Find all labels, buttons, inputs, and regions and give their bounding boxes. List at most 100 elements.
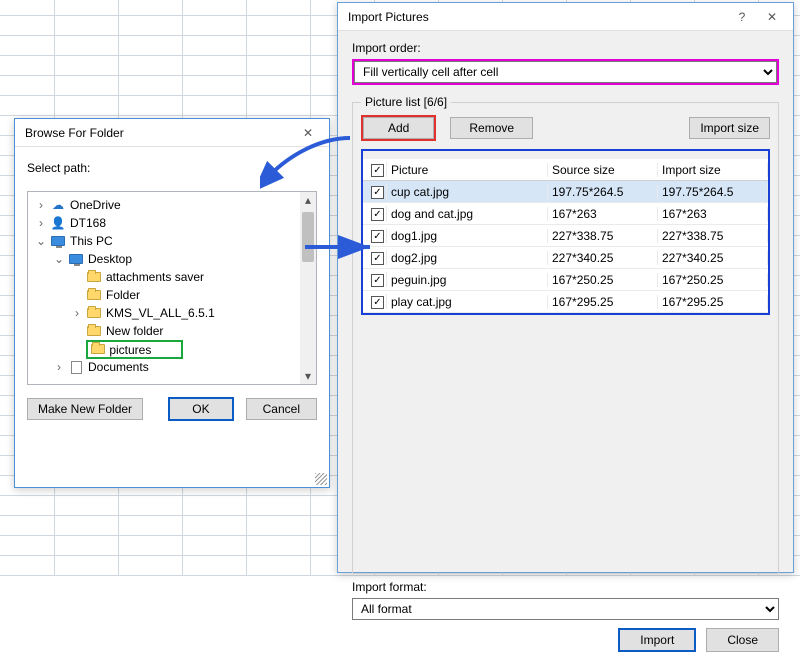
monitor-icon (50, 234, 66, 248)
tree-label: KMS_VL_ALL_6.5.1 (106, 306, 215, 320)
cell-picture: dog and cat.jpg (387, 207, 548, 221)
titlebar[interactable]: Import Pictures ? ✕ (338, 3, 793, 31)
scroll-up-icon[interactable]: ▴ (300, 192, 316, 208)
tree-item[interactable]: ⌄Desktop (30, 250, 314, 268)
col-picture[interactable]: Picture (387, 163, 548, 177)
browse-for-folder-dialog: Browse For Folder ✕ Select path: › ☁ OneDr… (14, 118, 330, 488)
table-body: ✓cup cat.jpg197.75*264.5197.75*264.5✓dog… (363, 181, 768, 313)
expand-icon[interactable]: ⌄ (36, 234, 46, 248)
expand-icon[interactable]: › (72, 306, 82, 320)
expand-icon[interactable]: › (36, 216, 46, 230)
table-empty-area (361, 315, 770, 565)
highlight-selected-folder: pictures (86, 340, 183, 359)
picture-list-group: Picture list [6/6] Add Remove Import siz… (352, 95, 779, 574)
cell-import-size: 167*250.25 (658, 273, 768, 287)
tree-item[interactable]: attachments saver (30, 268, 314, 286)
tree-label: OneDrive (70, 198, 121, 212)
cell-picture: cup cat.jpg (387, 185, 548, 199)
scroll-down-icon[interactable]: ▾ (300, 368, 316, 384)
import-order-select[interactable]: Fill vertically cell after cell (354, 61, 777, 83)
col-source-size[interactable]: Source size (548, 163, 658, 177)
row-checkbox[interactable]: ✓ (371, 274, 384, 287)
row-checkbox[interactable]: ✓ (371, 252, 384, 265)
close-icon[interactable]: ✕ (757, 6, 787, 28)
header-checkbox[interactable]: ✓ (371, 164, 384, 177)
titlebar[interactable]: Browse For Folder ✕ (15, 119, 329, 147)
remove-button[interactable]: Remove (450, 117, 533, 139)
tree-label: DT168 (70, 216, 106, 230)
cell-import-size: 227*338.75 (658, 229, 768, 243)
tree-item[interactable]: pictures (30, 340, 314, 358)
folder-icon (90, 342, 106, 356)
cell-picture: dog1.jpg (387, 229, 548, 243)
import-format-label: Import format: (352, 580, 779, 594)
tree-item[interactable]: ⌄ This PC (30, 232, 314, 250)
tree-label: This PC (70, 234, 113, 248)
import-format-select[interactable]: All format (352, 598, 779, 620)
row-checkbox[interactable]: ✓ (371, 208, 384, 221)
folder-icon (86, 306, 102, 320)
scrollbar[interactable]: ▴ ▾ (300, 192, 316, 384)
tree-item[interactable]: Folder (30, 286, 314, 304)
cell-source-size: 227*340.25 (548, 251, 658, 265)
cancel-button[interactable]: Cancel (246, 398, 317, 420)
cell-source-size: 167*295.25 (548, 295, 658, 309)
tree-item[interactable]: › 👤 DT168 (30, 214, 314, 232)
folder-icon (86, 288, 102, 302)
row-checkbox[interactable]: ✓ (371, 296, 384, 309)
monitor-icon (68, 252, 84, 266)
folder-tree[interactable]: › ☁ OneDrive › 👤 DT168 ⌄ This PC ⌄Desktop attachm… (27, 191, 317, 385)
cell-import-size: 197.75*264.5 (658, 185, 768, 199)
table-row[interactable]: ✓dog2.jpg227*340.25227*340.25 (363, 247, 768, 269)
tree-label: Documents (88, 360, 149, 374)
picture-list-legend: Picture list [6/6] (361, 95, 451, 109)
row-checkbox[interactable]: ✓ (371, 230, 384, 243)
close-icon[interactable]: ✕ (293, 122, 323, 144)
cell-import-size: 227*340.25 (658, 251, 768, 265)
import-size-button[interactable]: Import size (689, 117, 770, 139)
cell-source-size: 167*250.25 (548, 273, 658, 287)
picture-table: ✓ Picture Source size Import size ✓cup c… (363, 159, 768, 313)
row-checkbox[interactable]: ✓ (371, 186, 384, 199)
close-button[interactable]: Close (706, 628, 779, 652)
col-import-size[interactable]: Import size (658, 163, 768, 177)
table-row[interactable]: ✓peguin.jpg167*250.25167*250.25 (363, 269, 768, 291)
document-icon (68, 360, 84, 374)
table-header: ✓ Picture Source size Import size (363, 159, 768, 181)
import-pictures-dialog: Import Pictures ? ✕ Import order: Fill v… (337, 2, 794, 573)
tree-item[interactable]: › ☁ OneDrive (30, 196, 314, 214)
make-new-folder-button[interactable]: Make New Folder (27, 398, 143, 420)
select-path-label: Select path: (27, 161, 317, 175)
tree-item[interactable]: New folder (30, 322, 314, 340)
resize-grip[interactable] (315, 473, 327, 485)
cloud-icon: ☁ (50, 198, 66, 212)
cell-source-size: 227*338.75 (548, 229, 658, 243)
tree-item[interactable]: › Documents (30, 358, 314, 376)
folder-icon (86, 270, 102, 284)
user-icon: 👤 (50, 216, 66, 230)
table-row[interactable]: ✓cup cat.jpg197.75*264.5197.75*264.5 (363, 181, 768, 203)
cell-picture: play cat.jpg (387, 295, 548, 309)
cell-import-size: 167*263 (658, 207, 768, 221)
expand-icon[interactable]: › (54, 360, 64, 374)
dialog-title: Import Pictures (348, 10, 727, 24)
import-button[interactable]: Import (618, 628, 696, 652)
expand-icon[interactable]: ⌄ (54, 252, 64, 266)
highlight-table: ✓ Picture Source size Import size ✓cup c… (361, 149, 770, 315)
cell-source-size: 167*263 (548, 207, 658, 221)
table-row[interactable]: ✓dog1.jpg227*338.75227*338.75 (363, 225, 768, 247)
cell-picture: peguin.jpg (387, 273, 548, 287)
cell-source-size: 197.75*264.5 (548, 185, 658, 199)
highlight-import-order: Fill vertically cell after cell (352, 59, 779, 85)
expand-icon[interactable]: › (36, 198, 46, 212)
table-row[interactable]: ✓play cat.jpg167*295.25167*295.25 (363, 291, 768, 313)
tree-item[interactable]: › KMS_VL_ALL_6.5.1 (30, 304, 314, 322)
scroll-thumb[interactable] (302, 212, 314, 262)
tree-label: attachments saver (106, 270, 204, 284)
ok-button[interactable]: OK (168, 397, 233, 421)
folder-icon (86, 324, 102, 338)
add-button[interactable]: Add (363, 117, 434, 139)
cell-import-size: 167*295.25 (658, 295, 768, 309)
help-button[interactable]: ? (727, 6, 757, 28)
table-row[interactable]: ✓dog and cat.jpg167*263167*263 (363, 203, 768, 225)
